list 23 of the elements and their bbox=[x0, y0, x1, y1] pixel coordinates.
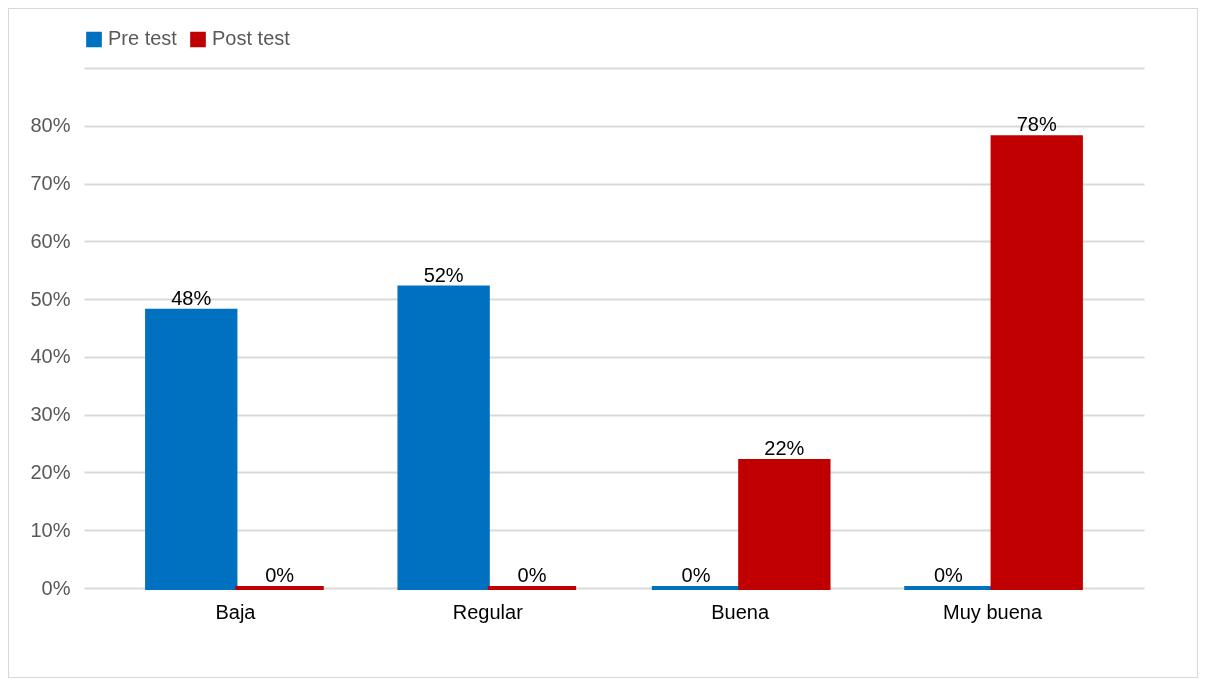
data-label: 0% bbox=[681, 564, 711, 586]
data-label: 0% bbox=[265, 564, 295, 586]
data-label: 48% bbox=[171, 286, 212, 309]
data-label: 78% bbox=[1016, 113, 1057, 136]
x-tick-label: Regular bbox=[452, 600, 524, 623]
legend-label: Pre test bbox=[108, 27, 178, 50]
x-tick-label: Muy buena bbox=[943, 600, 1043, 623]
y-tick-label: 60% bbox=[30, 229, 71, 252]
y-tick-label: 30% bbox=[30, 403, 71, 426]
y-tick-label: 70% bbox=[30, 172, 71, 195]
x-tick-label: Buena bbox=[711, 600, 770, 623]
y-tick-label: 40% bbox=[30, 345, 71, 368]
data-label: 0% bbox=[517, 564, 547, 586]
x-tick-label: Baja bbox=[215, 600, 257, 623]
y-tick-label: 20% bbox=[30, 460, 71, 483]
legend-label: Post test bbox=[212, 27, 291, 50]
y-tick-label: 80% bbox=[30, 114, 71, 137]
data-label: 52% bbox=[423, 263, 464, 286]
data-label: 0% bbox=[933, 564, 964, 586]
y-tick-label: 10% bbox=[30, 518, 71, 541]
y-tick-label: 0% bbox=[41, 576, 71, 599]
y-tick-label: 50% bbox=[30, 287, 71, 310]
data-label: 22% bbox=[764, 436, 805, 459]
